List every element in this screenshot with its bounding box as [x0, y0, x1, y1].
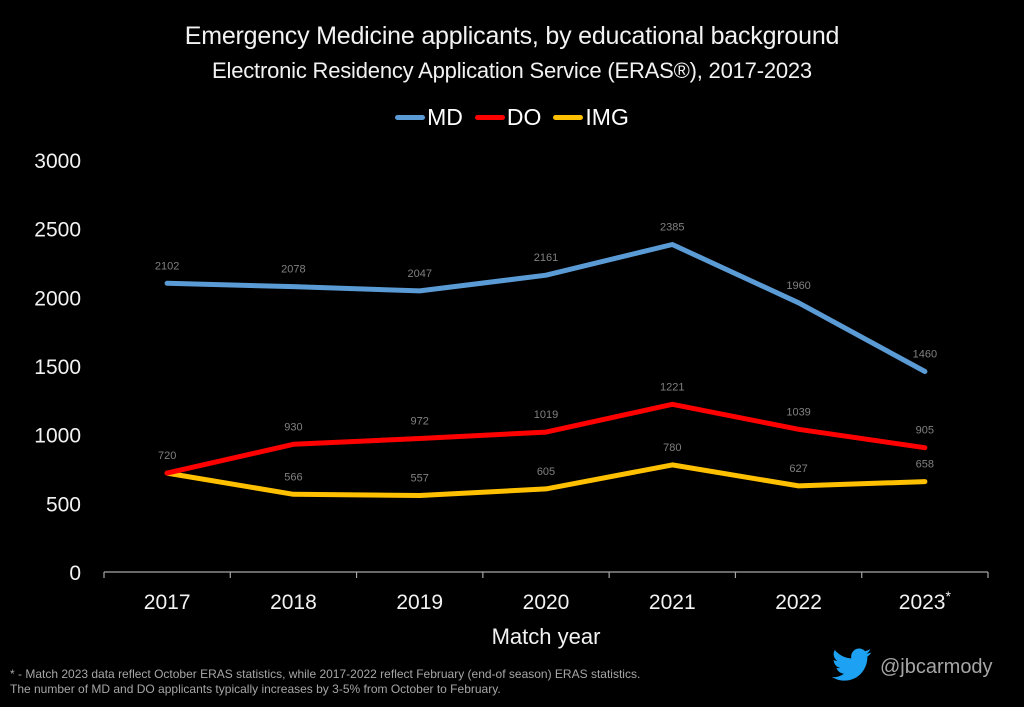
- data-label-do: 972: [411, 416, 429, 428]
- data-label-img: 605: [537, 466, 555, 478]
- legend-swatch-do: [474, 115, 505, 120]
- y-tick-label: 500: [46, 493, 81, 516]
- y-tick-label: 2000: [34, 287, 81, 310]
- twitter-bird-icon: [832, 648, 872, 687]
- legend-swatch-img: [553, 115, 584, 120]
- x-tick-label: 2019: [396, 591, 443, 614]
- credit-handle: @jbcarmody: [880, 656, 993, 678]
- y-tick-label: 3000: [34, 150, 81, 173]
- series-lines: [164, 242, 928, 498]
- x-tick-label: 2020: [523, 591, 570, 614]
- footnote: * - Match 2023 data reflect October ERAS…: [10, 667, 640, 697]
- data-label-md: 1460: [913, 348, 937, 360]
- credit: @jbcarmody: [832, 648, 993, 687]
- x-tick-label: 2017: [144, 591, 191, 614]
- footnote-line-2: The number of MD and DO applicants typic…: [10, 682, 501, 696]
- legend-item-img: IMG: [553, 104, 629, 131]
- series-line-do: [164, 401, 928, 476]
- legend-item-do: DO: [474, 104, 542, 131]
- data-label-img: 627: [789, 463, 807, 475]
- y-tick-label: 1500: [34, 356, 81, 379]
- data-label-img: 658: [916, 459, 934, 471]
- chart-title: Emergency Medicine applicants, by educat…: [184, 22, 840, 50]
- data-label-img: 566: [284, 471, 302, 483]
- x-tick-annotation: *: [945, 588, 951, 604]
- series-line-md: [164, 242, 928, 374]
- legend-label-do: DO: [506, 104, 542, 130]
- y-axis: 0 500 1000 1500 2000 2500 3000: [34, 150, 81, 585]
- data-label-img: 557: [411, 473, 429, 485]
- data-label-do: 905: [916, 425, 934, 437]
- data-label-md: 2078: [281, 264, 305, 276]
- y-tick-label: 0: [69, 562, 81, 585]
- chart-subtitle: Electronic Residency Application Service…: [212, 58, 812, 83]
- data-label-md: 2161: [534, 252, 558, 264]
- data-labels: 2102 2078 2047 2161 2385 1960 1460 720 930 972 101…: [155, 221, 937, 484]
- series-line-img: [164, 462, 928, 498]
- legend-label-img: IMG: [585, 104, 629, 130]
- y-tick-label: 1000: [34, 425, 81, 448]
- y-tick-label: 2500: [34, 219, 81, 242]
- data-label-do: 1019: [534, 409, 558, 421]
- data-label-do: 930: [284, 421, 302, 433]
- legend-label-md: MD: [427, 104, 463, 130]
- data-label-do: 1221: [660, 381, 684, 393]
- data-label-img: 780: [663, 442, 681, 454]
- legend-swatch-md: [395, 115, 426, 120]
- x-axis: 2017 2018 2019 2020 2021 2022 2023*: [103, 571, 989, 614]
- x-tick-label: 2021: [649, 591, 696, 614]
- data-label-md: 1960: [786, 280, 810, 292]
- data-label-do: 1039: [786, 406, 810, 418]
- footnote-line-1: * - Match 2023 data reflect October ERAS…: [10, 667, 641, 681]
- data-label-do: 720: [158, 450, 176, 462]
- legend-item-md: MD: [395, 104, 463, 131]
- x-tick-label: 2022: [775, 591, 822, 614]
- data-label-md: 2047: [407, 268, 431, 280]
- x-tick-label: 2023*: [899, 588, 952, 614]
- x-axis-label: Match year: [492, 624, 601, 649]
- legend: MD DO IMG: [0, 104, 1024, 131]
- data-label-md: 2102: [155, 260, 179, 272]
- data-label-md: 2385: [660, 221, 684, 233]
- x-tick-label: 2018: [270, 591, 317, 614]
